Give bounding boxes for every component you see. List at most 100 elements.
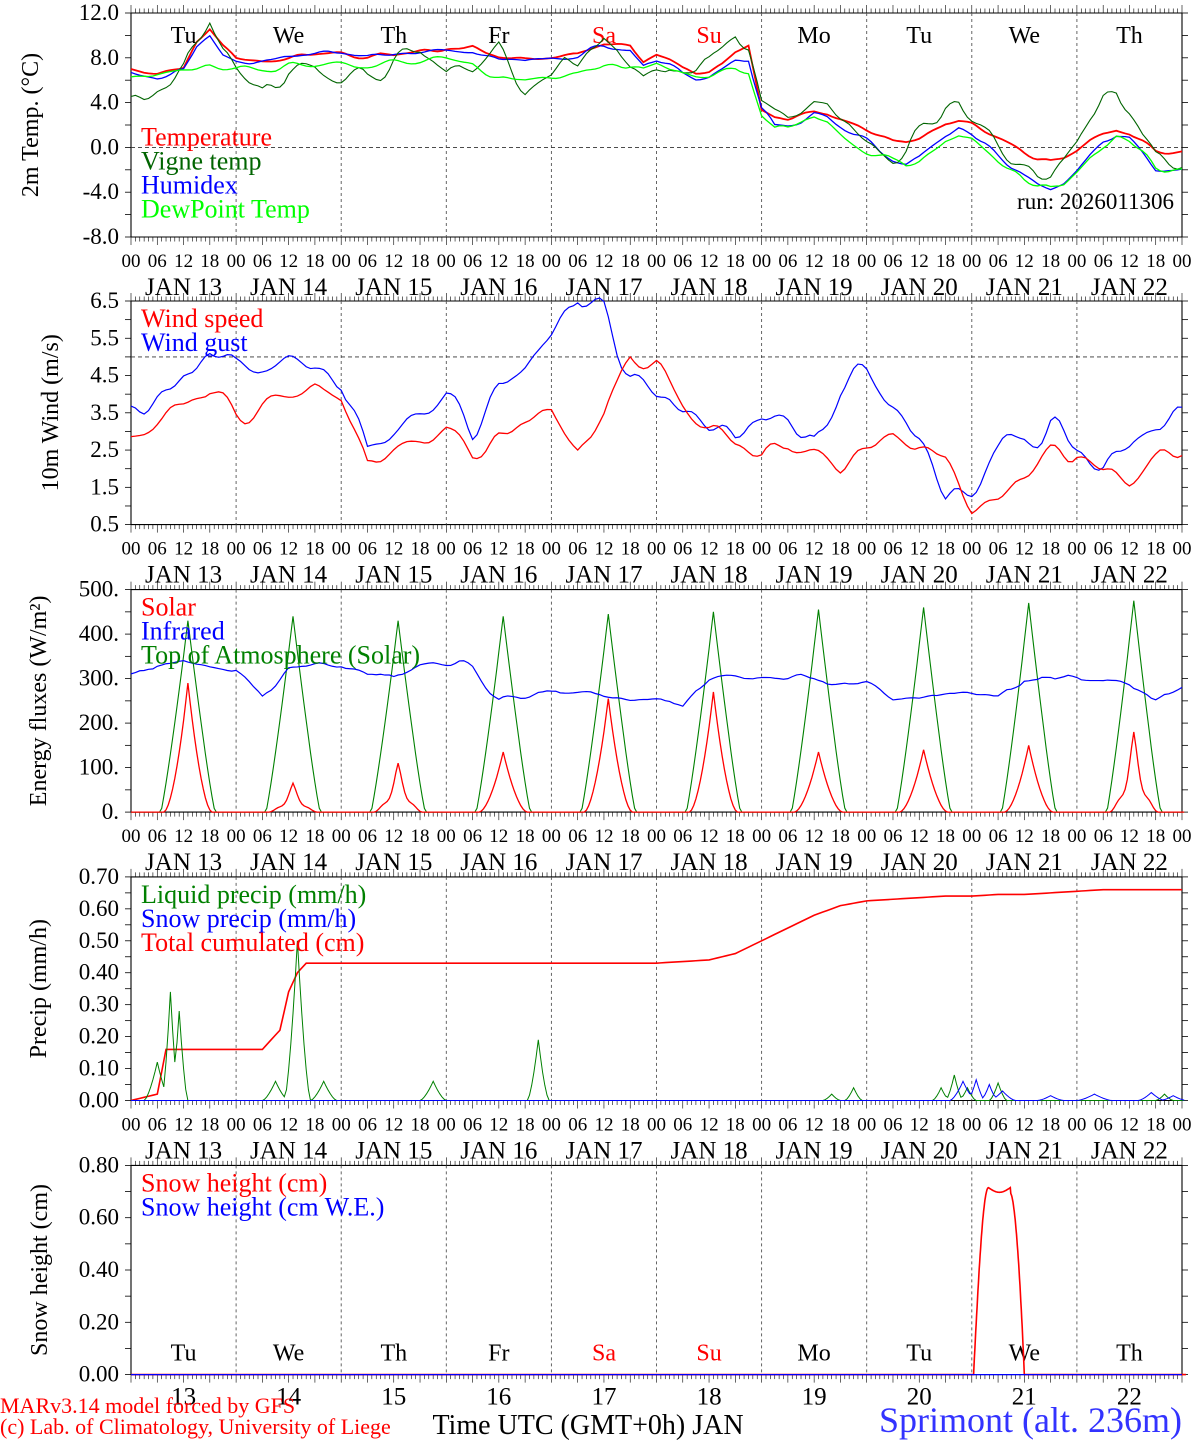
svg-text:12: 12 [805,251,824,272]
svg-text:3.5: 3.5 [90,400,119,425]
svg-text:18: 18 [621,539,640,560]
svg-text:00: 00 [332,826,351,847]
svg-text:Mo: Mo [797,23,830,49]
svg-text:18: 18 [411,539,430,560]
svg-text:06: 06 [148,826,167,847]
svg-text:06: 06 [358,539,377,560]
svg-text:00: 00 [542,251,561,272]
svg-text:18: 18 [726,539,745,560]
svg-text:00: 00 [647,1115,666,1136]
svg-text:12: 12 [910,1115,929,1136]
svg-text:18: 18 [200,251,219,272]
svg-text:12: 12 [384,251,403,272]
svg-text:06: 06 [884,251,903,272]
svg-text:18: 18 [621,1115,640,1136]
svg-text:4.5: 4.5 [90,363,119,388]
svg-text:18: 18 [726,251,745,272]
svg-text:00: 00 [227,826,246,847]
svg-text:06: 06 [253,1115,272,1136]
svg-text:06: 06 [884,1115,903,1136]
svg-text:We: We [273,1341,304,1367]
svg-text:0.5: 0.5 [90,512,119,537]
svg-text:06: 06 [568,1115,587,1136]
svg-text:200.: 200. [79,710,119,735]
svg-text:06: 06 [778,251,797,272]
svg-text:12: 12 [700,539,719,560]
svg-text:12: 12 [805,826,824,847]
svg-text:00: 00 [857,1115,876,1136]
svg-text:12: 12 [384,539,403,560]
svg-text:18: 18 [411,251,430,272]
svg-text:18: 18 [200,826,219,847]
svg-text:18: 18 [200,539,219,560]
svg-text:12: 12 [279,251,298,272]
svg-text:(c) Lab. of Climatology, Unive: (c) Lab. of Climatology, University of L… [0,1414,391,1439]
svg-text:18: 18 [411,826,430,847]
svg-text:We: We [273,23,304,49]
svg-text:18: 18 [1041,539,1060,560]
svg-text:00: 00 [332,539,351,560]
svg-text:12: 12 [489,251,508,272]
svg-text:Sprimont (alt. 236m): Sprimont (alt. 236m) [879,1400,1182,1440]
svg-text:Wind gust: Wind gust [141,328,248,357]
svg-text:00: 00 [122,539,141,560]
svg-text:06: 06 [673,539,692,560]
svg-text:06: 06 [1094,826,1113,847]
svg-text:18: 18 [936,539,955,560]
svg-text:18: 18 [200,1115,219,1136]
svg-text:00: 00 [647,826,666,847]
svg-text:Tu: Tu [171,23,197,49]
svg-text:06: 06 [463,539,482,560]
svg-text:Tu: Tu [906,1341,932,1367]
svg-text:10m Wind (m/s): 10m Wind (m/s) [38,334,64,491]
svg-text:18: 18 [305,539,324,560]
svg-text:Precip (mm/h): Precip (mm/h) [26,919,52,1058]
svg-text:18: 18 [621,251,640,272]
svg-text:1.5: 1.5 [90,474,119,499]
svg-text:12: 12 [700,251,719,272]
svg-text:06: 06 [358,251,377,272]
svg-text:18: 18 [516,251,535,272]
svg-text:12: 12 [700,1115,719,1136]
svg-text:0.0: 0.0 [90,134,119,159]
svg-text:19: 19 [802,1384,827,1411]
svg-text:00: 00 [647,251,666,272]
svg-text:0.50: 0.50 [79,928,119,953]
svg-text:Time UTC (GMT+0h) JAN: Time UTC (GMT+0h) JAN [432,1410,743,1440]
svg-text:12: 12 [1015,539,1034,560]
svg-text:12: 12 [489,826,508,847]
svg-text:18: 18 [621,826,640,847]
svg-text:0.10: 0.10 [79,1056,119,1081]
svg-text:0.00: 0.00 [79,1362,119,1387]
svg-text:run: 2026011306: run: 2026011306 [1017,189,1174,214]
svg-text:06: 06 [778,1115,797,1136]
svg-text:Su: Su [696,1341,721,1367]
svg-text:12: 12 [489,1115,508,1136]
svg-text:Tu: Tu [171,1341,197,1367]
svg-text:12: 12 [595,826,614,847]
svg-text:0.70: 0.70 [79,864,119,889]
svg-text:18: 18 [1041,1115,1060,1136]
svg-text:00: 00 [752,251,771,272]
svg-text:Top of Atmosphere (Solar): Top of Atmosphere (Solar) [141,641,420,670]
svg-text:00: 00 [647,539,666,560]
svg-text:12: 12 [489,539,508,560]
svg-text:12: 12 [910,539,929,560]
svg-text:18: 18 [1146,251,1165,272]
svg-text:00: 00 [542,539,561,560]
svg-text:0.20: 0.20 [79,1024,119,1049]
svg-text:06: 06 [884,826,903,847]
svg-text:06: 06 [989,826,1008,847]
svg-text:00: 00 [437,1115,456,1136]
svg-text:12: 12 [1120,251,1139,272]
svg-text:Th: Th [1116,1341,1143,1367]
svg-text:06: 06 [568,251,587,272]
svg-text:18: 18 [516,539,535,560]
svg-text:400.: 400. [79,621,119,646]
svg-text:12: 12 [279,1115,298,1136]
svg-text:18: 18 [1146,539,1165,560]
svg-text:00: 00 [227,539,246,560]
svg-text:00: 00 [1067,251,1086,272]
svg-text:06: 06 [358,1115,377,1136]
svg-text:18: 18 [726,1115,745,1136]
